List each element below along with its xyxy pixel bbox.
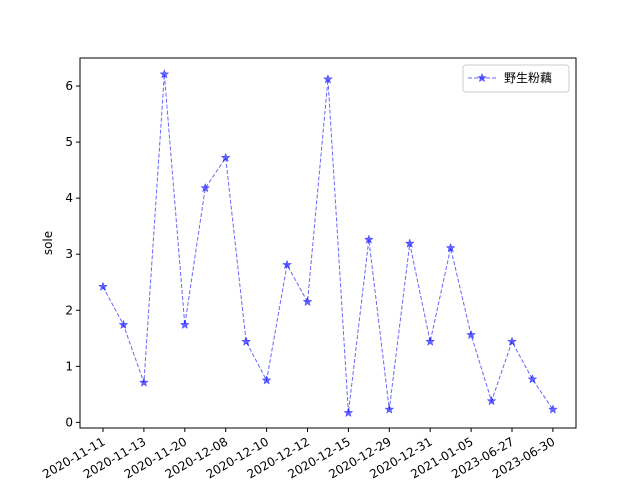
y-tick-label: 0 — [65, 415, 73, 429]
data-point-marker — [159, 69, 170, 79]
series-markers — [98, 69, 558, 418]
legend: 野生粉藕 — [462, 64, 570, 93]
data-point-marker — [507, 336, 517, 346]
data-point-marker — [445, 242, 456, 253]
legend-star-marker — [477, 72, 487, 83]
data-point-marker — [384, 404, 395, 414]
data-point-marker — [282, 259, 293, 270]
series-line-yesheng-fenou — [102, 74, 554, 413]
data-point-marker — [98, 281, 108, 291]
data-point-marker — [343, 407, 354, 418]
x-axis-ticks: 2020-11-112020-11-132020-11-202020-12-08… — [40, 428, 557, 480]
plot-frame — [79, 57, 577, 429]
legend-series-name: 野生粉藕 — [504, 71, 552, 85]
data-point-marker — [527, 374, 538, 384]
data-point-marker — [404, 238, 415, 248]
data-point-marker — [138, 377, 149, 387]
y-tick-label: 4 — [65, 191, 73, 205]
data-point-marker — [425, 336, 436, 346]
y-tick-label: 6 — [65, 79, 73, 93]
data-point-marker — [241, 336, 252, 346]
y-tick-label: 1 — [65, 359, 73, 373]
data-point-marker — [322, 74, 333, 84]
data-point-marker — [547, 404, 558, 414]
data-point-marker — [220, 152, 231, 163]
y-axis-label: sole — [41, 231, 55, 255]
data-point-marker — [118, 319, 129, 330]
data-point-marker — [200, 182, 211, 193]
data-point-marker — [302, 296, 313, 307]
y-tick-label: 5 — [65, 135, 73, 149]
y-tick-label: 2 — [65, 303, 73, 317]
data-point-marker — [486, 395, 497, 406]
data-point-marker — [261, 375, 272, 385]
y-axis-ticks: 0 1 2 3 4 5 6 — [65, 79, 80, 429]
y-tick-label: 3 — [65, 247, 73, 261]
data-point-marker — [179, 319, 190, 330]
data-point-marker — [466, 329, 477, 340]
legend-box — [462, 64, 570, 93]
data-point-marker — [363, 234, 374, 244]
